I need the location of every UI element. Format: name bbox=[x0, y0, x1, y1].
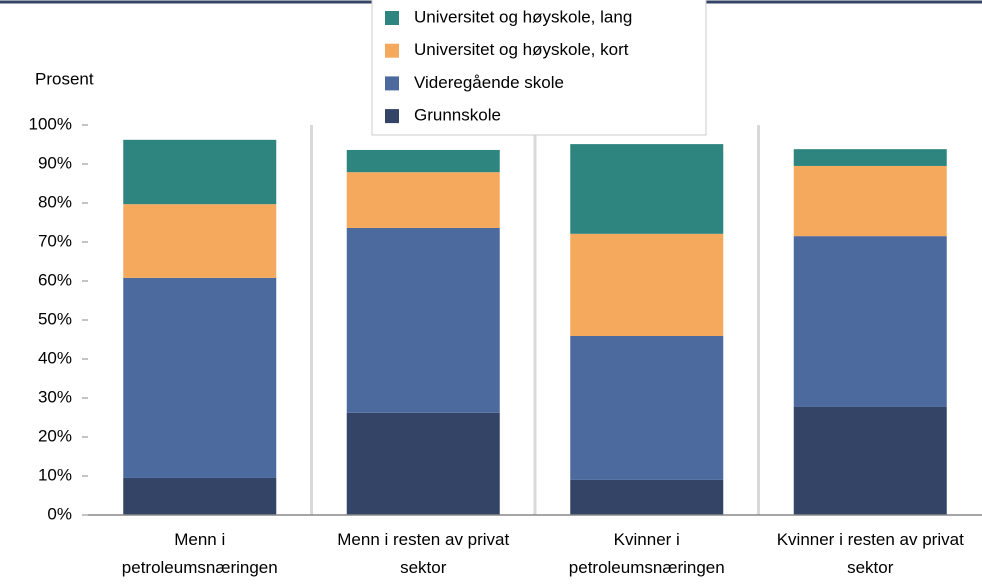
bar-segment bbox=[570, 144, 724, 234]
y-tick-label: 20% bbox=[38, 426, 72, 445]
y-tick-label: 70% bbox=[38, 231, 72, 250]
legend-label: Grunnskole bbox=[414, 106, 501, 125]
bar-segment bbox=[346, 149, 500, 173]
legend-swatch bbox=[385, 43, 399, 58]
bar-segment bbox=[793, 406, 947, 515]
bar-segment bbox=[793, 149, 947, 166]
y-tick-label: 100% bbox=[29, 114, 72, 133]
bar-segment bbox=[123, 477, 277, 515]
y-tick-label: 80% bbox=[38, 192, 72, 211]
y-tick-label: 50% bbox=[38, 309, 72, 328]
legend-label: Universitet og høyskole, kort bbox=[414, 40, 629, 59]
y-tick-label: 40% bbox=[38, 348, 72, 367]
y-tick-label: 30% bbox=[38, 387, 72, 406]
bar-segment bbox=[123, 277, 277, 478]
x-tick-label: Kvinner i petroleumsnæringen bbox=[568, 530, 725, 577]
y-tick-label: 10% bbox=[38, 465, 72, 484]
y-axis-label: Prosent bbox=[35, 69, 94, 88]
bar-segment bbox=[570, 233, 724, 336]
bar-segment bbox=[123, 139, 277, 205]
legend-label: Universitet og høyskole, lang bbox=[414, 7, 632, 26]
bar-segment bbox=[123, 204, 277, 278]
bar-segment bbox=[793, 165, 947, 237]
y-tick-label: 0% bbox=[47, 504, 72, 523]
bar-segment bbox=[346, 172, 500, 228]
x-tick-label: Menn i resten av privat sektor bbox=[337, 530, 510, 577]
y-tick-label: 90% bbox=[38, 153, 72, 172]
legend-swatch bbox=[385, 109, 399, 124]
y-tick-label: 60% bbox=[38, 270, 72, 289]
bar-segment bbox=[793, 236, 947, 407]
bar-segment bbox=[346, 412, 500, 515]
x-tick-label: Kvinner i resten av privat sektor bbox=[776, 530, 964, 577]
legend-swatch bbox=[385, 11, 399, 25]
legend-box bbox=[371, 0, 707, 136]
bar-segment bbox=[346, 227, 500, 413]
bar-segment bbox=[570, 479, 724, 515]
legend-swatch bbox=[385, 76, 399, 91]
legend-label: Videregående skole bbox=[414, 73, 564, 92]
x-tick-label: Menn i petroleumsnæringen bbox=[121, 530, 278, 577]
bar-segment bbox=[570, 335, 724, 480]
